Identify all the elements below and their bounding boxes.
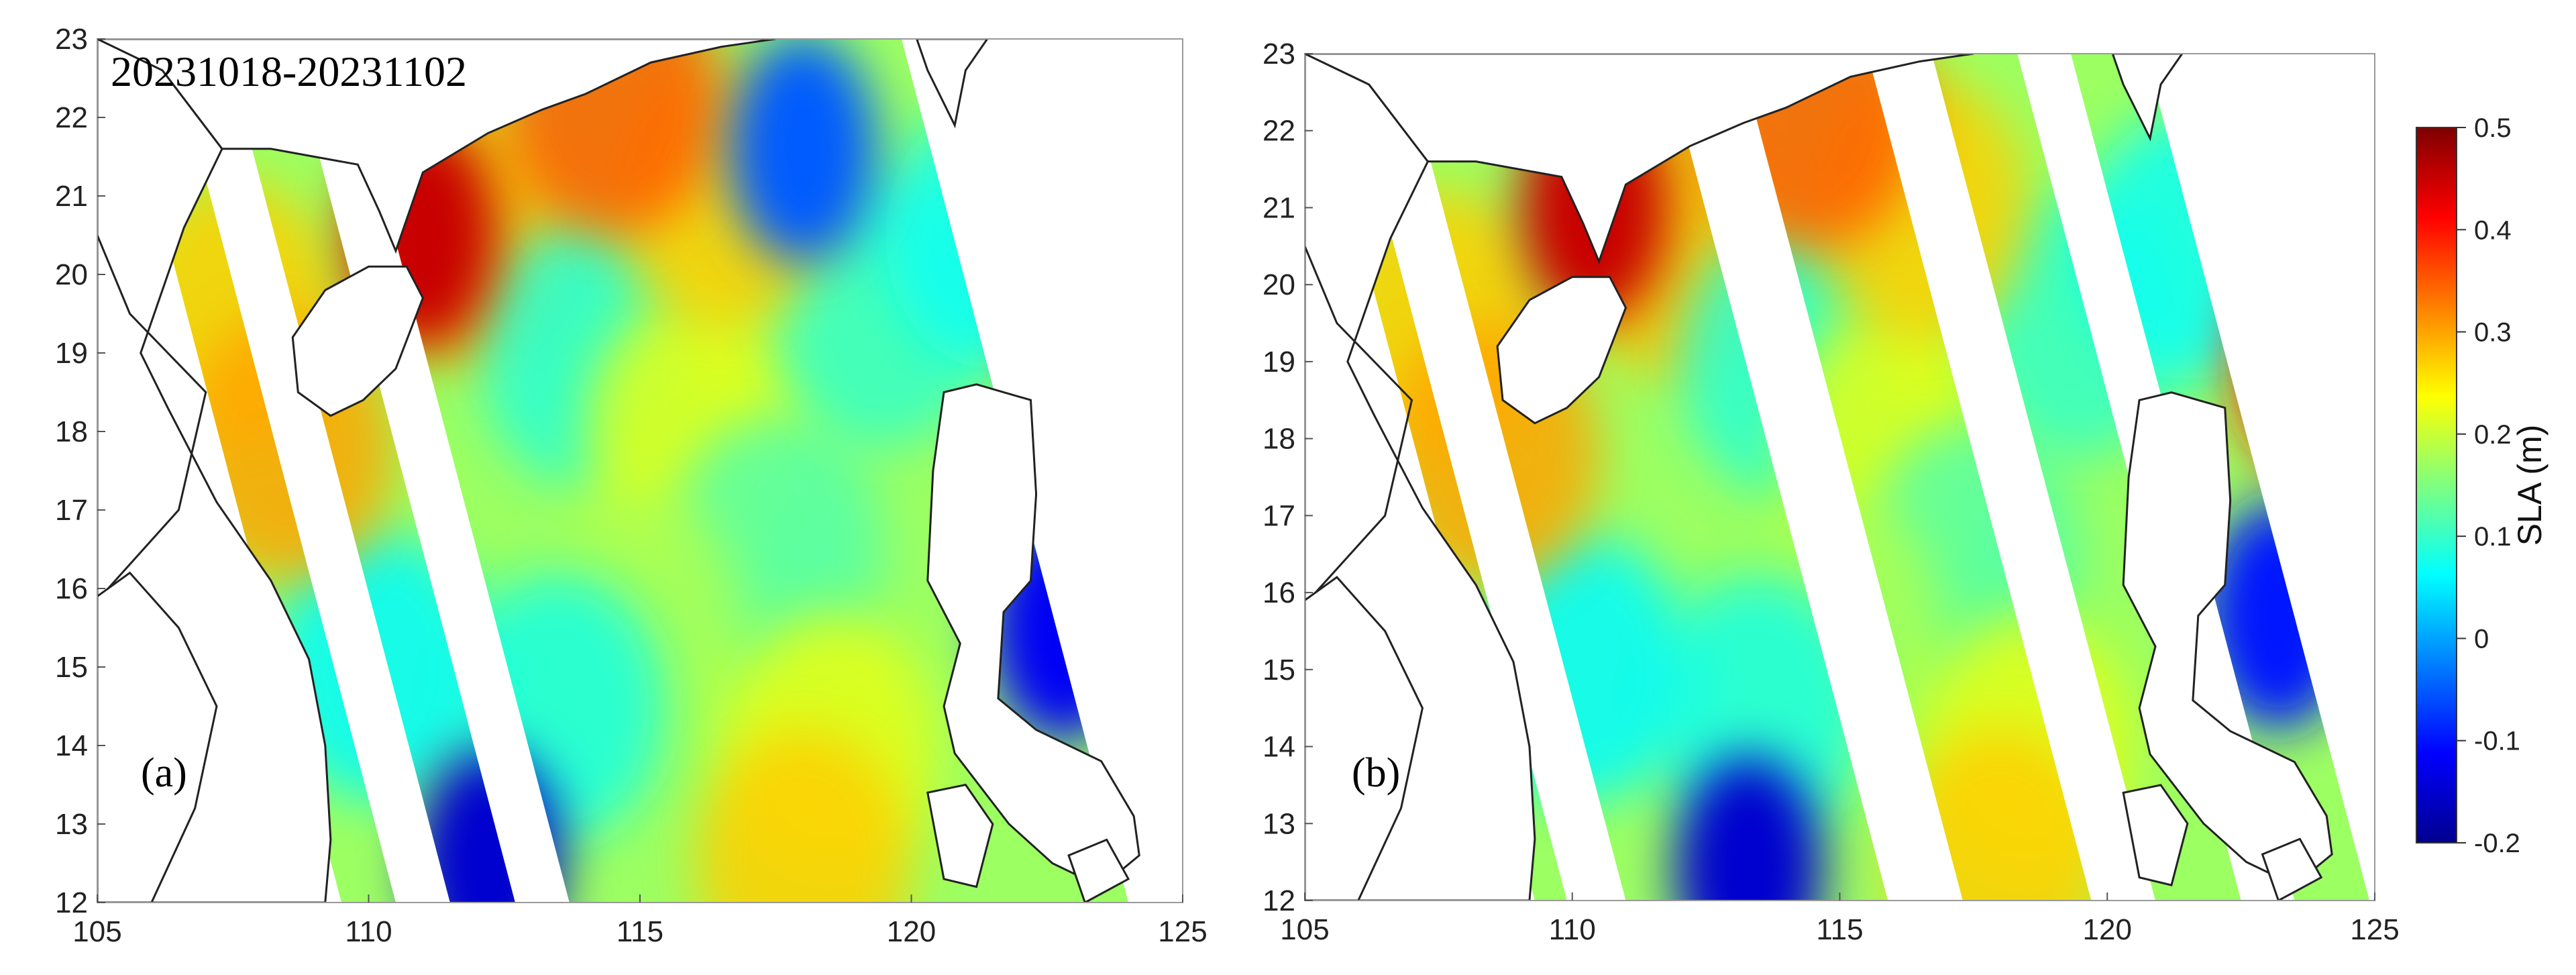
sla-patch bbox=[1892, 727, 2108, 901]
y-tick-label: 23 bbox=[1263, 38, 1295, 70]
sla-patch bbox=[2080, 111, 2295, 380]
date-range-label: 20231018-20231102 bbox=[111, 48, 467, 95]
land-taiwan bbox=[2111, 54, 2184, 142]
y-tick-label: 14 bbox=[1263, 731, 1295, 764]
y-tick-label: 20 bbox=[1263, 268, 1295, 301]
colorbar-tick-label: 0.5 bbox=[2474, 113, 2512, 143]
y-tick-label: 22 bbox=[1263, 115, 1295, 148]
colorbar-tick-label: -0.1 bbox=[2474, 727, 2520, 756]
map-panel-a: 105 110 115 120 125 12 13 14 15 16 17 18 19 20 21 22 23… bbox=[55, 23, 1208, 948]
y-tick-label: 19 bbox=[1263, 346, 1295, 378]
y-tick-label: 14 bbox=[55, 729, 88, 762]
sla-anomaly bbox=[729, 39, 877, 263]
y-axis-ticks-a: 12 13 14 15 16 17 18 19 20 21 22 23 bbox=[55, 23, 105, 919]
colorbar-ticks: 0.5 0.4 0.3 0.2 0.1 0 -0.1 -0.2 bbox=[2457, 113, 2520, 858]
x-tick-label: 115 bbox=[616, 915, 663, 948]
y-tick-label: 23 bbox=[55, 23, 88, 56]
y-tick-label: 21 bbox=[55, 180, 88, 213]
land-mindoro bbox=[2122, 784, 2189, 886]
sla-patch bbox=[885, 101, 1100, 370]
land-hainan bbox=[1496, 276, 1627, 425]
sla-anomaly bbox=[2269, 54, 2370, 207]
y-tick-label: 18 bbox=[55, 415, 88, 448]
colorbar-gradient bbox=[2416, 127, 2457, 843]
sla-anomaly bbox=[1027, 239, 1129, 467]
land-mask-b bbox=[1305, 54, 2333, 901]
colorbar-title: SLA (m) bbox=[2511, 425, 2548, 546]
colorbar-tick-label: -0.2 bbox=[2474, 829, 2520, 858]
x-axis-ticks-a: 105 110 115 120 125 bbox=[72, 894, 1208, 948]
panel-label-a: (a) bbox=[141, 750, 187, 796]
land-mask-a bbox=[97, 39, 1140, 903]
y-tick-label: 12 bbox=[55, 886, 88, 919]
colorbar-tick-label: 0.4 bbox=[2474, 215, 2512, 245]
map-panel-b: 105 110 115 120 125 12 13 14 15 16 17 18 19 20 21 22 23… bbox=[1263, 38, 2400, 946]
sla-patch bbox=[695, 729, 910, 903]
x-tick-label: 110 bbox=[345, 915, 392, 948]
border-line bbox=[97, 234, 207, 590]
x-tick-label: 105 bbox=[72, 915, 121, 948]
land-hainan bbox=[291, 265, 425, 417]
y-tick-label: 16 bbox=[55, 572, 88, 605]
colorbar-tick-label: 0.2 bbox=[2474, 420, 2512, 450]
x-tick-label: 120 bbox=[2083, 913, 2132, 946]
y-tick-label: 13 bbox=[55, 808, 88, 841]
border-line bbox=[1305, 246, 1413, 594]
land-china bbox=[1305, 54, 1974, 264]
y-tick-label: 18 bbox=[1263, 423, 1295, 456]
panel-label-b: (b) bbox=[1352, 750, 1400, 796]
y-tick-label: 17 bbox=[55, 494, 88, 527]
sla-patch bbox=[505, 39, 720, 236]
y-tick-label: 16 bbox=[1263, 576, 1295, 609]
sla-anomaly bbox=[1674, 756, 1823, 901]
sla-anomaly bbox=[2237, 247, 2370, 476]
colorbar-tick-label: 0.3 bbox=[2474, 318, 2512, 348]
colorbar-tick-label: 0.1 bbox=[2474, 522, 2512, 552]
x-tick-label: 120 bbox=[887, 915, 936, 948]
y-tick-label: 22 bbox=[55, 101, 88, 134]
x-axis-ticks-b: 105 110 115 120 125 bbox=[1280, 892, 2400, 946]
x-tick-label: 125 bbox=[1158, 915, 1207, 948]
land-visayas1 bbox=[2261, 837, 2323, 901]
y-tick-label: 19 bbox=[55, 337, 88, 370]
x-tick-label: 105 bbox=[1280, 913, 1329, 946]
sla-anomaly bbox=[414, 749, 562, 903]
y-tick-label: 17 bbox=[1263, 499, 1295, 532]
colorbar: 0.5 0.4 0.3 0.2 0.1 0 -0.1 -0.2 SLA (m) bbox=[2416, 113, 2548, 858]
land-cambodia bbox=[97, 571, 218, 903]
x-tick-label: 125 bbox=[2350, 913, 2399, 946]
sla-patch bbox=[1652, 574, 1867, 843]
land-luzon bbox=[926, 383, 1140, 888]
land-mindoro bbox=[926, 783, 994, 888]
y-tick-label: 13 bbox=[1263, 807, 1295, 840]
y-tick-label: 12 bbox=[1263, 884, 1295, 917]
y-axis-ticks-b: 12 13 14 15 16 17 18 19 20 21 22 23 bbox=[1263, 38, 1313, 917]
land-china bbox=[97, 39, 776, 254]
x-tick-label: 115 bbox=[1816, 913, 1863, 946]
y-tick-label: 20 bbox=[55, 258, 88, 291]
land-taiwan bbox=[916, 39, 989, 129]
land-luzon bbox=[2122, 391, 2333, 886]
land-visayas1 bbox=[1067, 838, 1130, 903]
x-tick-label: 110 bbox=[1549, 913, 1596, 946]
y-tick-label: 15 bbox=[55, 651, 88, 684]
sla-anomaly bbox=[1055, 39, 1129, 208]
y-tick-label: 21 bbox=[1263, 191, 1295, 224]
y-tick-label: 15 bbox=[1263, 654, 1295, 686]
colorbar-tick-label: 0 bbox=[2474, 624, 2489, 654]
land-cambodia bbox=[1305, 576, 1424, 901]
